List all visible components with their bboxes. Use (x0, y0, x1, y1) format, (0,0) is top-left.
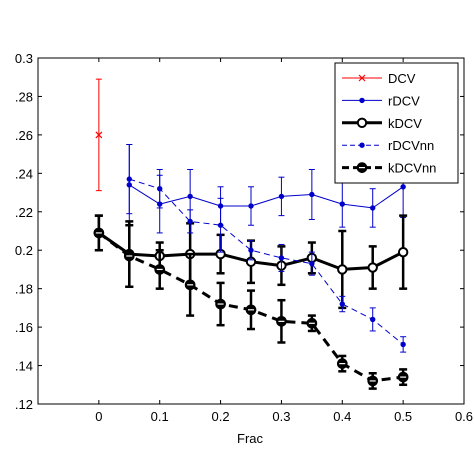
data-point-kdcvnn (123, 250, 135, 262)
data-point-rdcvnn (126, 176, 132, 182)
data-point-kdcv (367, 262, 378, 273)
data-point-dcv (95, 131, 103, 139)
data-point-kdcvnn (276, 315, 287, 327)
data-point-rdcv (278, 193, 285, 200)
data-point-rdcvnn (157, 186, 163, 192)
legend-label-rdcv: rDCV (388, 93, 420, 108)
data-point-kdcvnn (306, 317, 318, 329)
series-line-rdcvnn (129, 178, 404, 345)
data-point-kdcvnn (245, 304, 257, 316)
data-point-rdcvnn (217, 222, 224, 228)
legend-marker-kdcvnn (356, 162, 368, 173)
data-point-rdcvnn (187, 218, 193, 225)
legend: DCV rDCV kDCV rDCVnn kDCVnn (334, 62, 459, 184)
legend-entry-kdcv: kDCV (342, 116, 422, 131)
x-tick-label: 0.2 (212, 409, 230, 424)
legend-marker-dcv (358, 74, 366, 82)
legend-label-rdcvnn: rDCVnn (388, 138, 434, 153)
legend-entry-kdcvnn: kDCVnn (342, 161, 436, 176)
data-point-rdcv (309, 191, 315, 198)
data-point-rdcv (400, 184, 406, 190)
series-line-rdcv (129, 184, 404, 209)
data-point-rdcvnn (248, 247, 254, 253)
data-point-rdcvnn (309, 260, 315, 267)
y-tick-label: .24 (15, 166, 33, 181)
data-point-rdcvnn (400, 341, 406, 348)
legend-marker-kdcv (356, 117, 368, 129)
y-tick-label: .14 (15, 359, 33, 374)
y-tick-label: .18 (15, 282, 33, 297)
legend-entry-dcv: DCV (342, 71, 416, 86)
legend-label-dcv: DCV (388, 71, 416, 86)
data-point-rdcv (370, 205, 376, 211)
y-tick-label: .16 (15, 320, 33, 335)
series-kdcvnn (93, 214, 409, 390)
data-point-kdcvnn (215, 298, 226, 310)
y-tick-label: .22 (15, 205, 33, 220)
y-tick-label: .12 (15, 397, 33, 412)
y-tick-label: 0.2 (15, 243, 33, 258)
data-point-kdcvnn (184, 279, 196, 291)
legend-label-kdcv: kDCV (388, 116, 422, 131)
legend-entry-rdcvnn: rDCVnn (342, 138, 434, 153)
y-tick-label: .26 (15, 128, 33, 143)
data-point-kdcvnn (93, 227, 105, 239)
series-rdcvnn (126, 144, 407, 353)
x-tick-label: 0 (95, 409, 102, 424)
data-point-kdcv (337, 264, 348, 275)
data-point-rdcvnn (278, 255, 285, 261)
series-dcv (95, 78, 103, 192)
y-tick-label: .28 (15, 89, 33, 104)
data-point-rdcv (339, 201, 345, 207)
data-point-kdcvnn (154, 264, 166, 275)
legend-marker-rdcvnn (359, 142, 365, 148)
data-point-kdcvnn (397, 371, 409, 383)
legend-label-kdcvnn: kDCVnn (388, 161, 436, 176)
x-tick-label: 0.4 (333, 409, 351, 424)
data-point-rdcvnn (370, 316, 376, 323)
data-point-rdcv (248, 203, 254, 209)
legend-entry-rdcv: rDCV (342, 93, 420, 108)
x-tick-label: 0.3 (272, 409, 290, 424)
x-tick-label: 0.5 (394, 409, 412, 424)
x-tick-label: 0.6 (455, 409, 473, 424)
legend-marker-rdcv (359, 97, 365, 104)
x-tick-label: 0.1 (151, 409, 169, 424)
data-point-rdcv (187, 193, 193, 200)
data-point-kdcv (397, 246, 409, 258)
data-point-kdcvnn (336, 358, 348, 369)
data-point-kdcvnn (367, 375, 379, 387)
x-axis-label: Frac (237, 431, 264, 446)
y-tick-label: 0.3 (15, 51, 33, 66)
data-point-rdcvnn (339, 301, 345, 307)
plot-frame (37, 57, 465, 405)
